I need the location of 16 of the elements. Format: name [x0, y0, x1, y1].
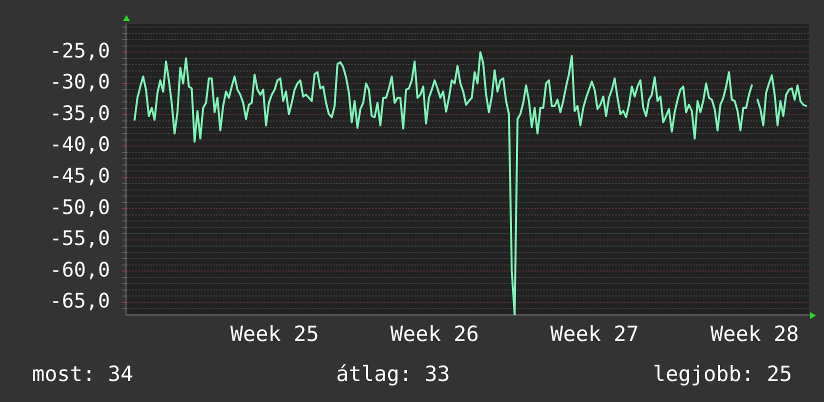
y-tick-label: -30,0 [50, 70, 110, 94]
y-tick-label: -60,0 [50, 257, 110, 282]
y-tick-label: -65,0 [50, 288, 110, 313]
y-tick-label: -55,0 [50, 226, 110, 250]
y-tick-label: -50,0 [50, 194, 110, 219]
y-tick-label: -40,0 [50, 132, 110, 156]
text: most: 34 [32, 362, 134, 387]
y-tick-label: -35,0 [50, 100, 110, 125]
x-tick-label: Week 26 [390, 322, 479, 346]
x-tick-label: Week 28 [710, 322, 799, 346]
x-tick-label: Week 27 [550, 322, 639, 346]
text: legjobb: 25 [652, 362, 792, 387]
x-tick-label: Week 25 [230, 322, 319, 346]
y-tick-label: -45,0 [50, 164, 110, 188]
y-tick-label: -25,0 [50, 38, 110, 62]
text: átlag: 33 [336, 362, 450, 387]
